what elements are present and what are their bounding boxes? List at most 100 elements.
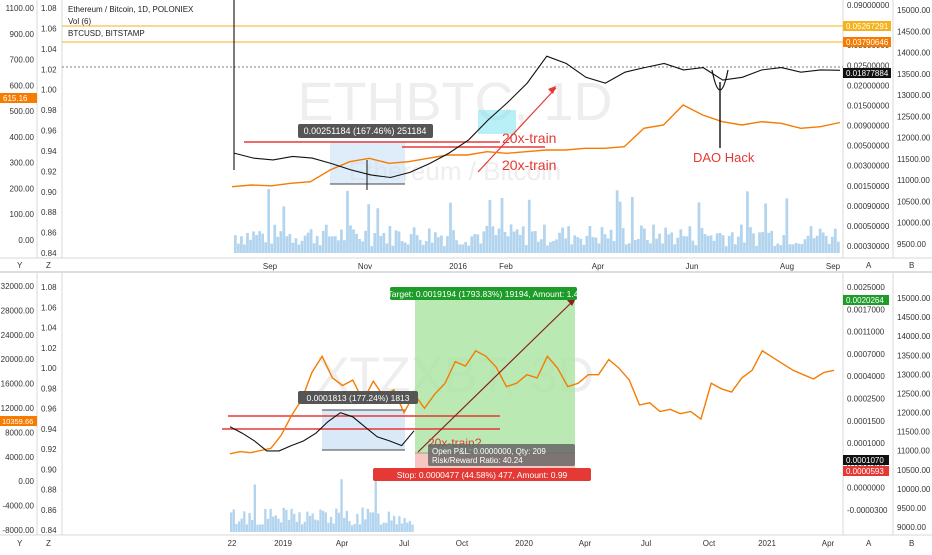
btc-price-tag — [0, 93, 37, 103]
volume-bar — [391, 245, 395, 253]
b-axis-button[interactable]: B — [909, 261, 914, 270]
left-ratio-tick: 0.84 — [41, 249, 57, 258]
volume-bar — [733, 244, 737, 253]
level-tag-1 — [843, 21, 891, 31]
volume-bar-2 — [358, 524, 362, 532]
left-btc-tick: 400.00 — [10, 133, 35, 142]
watermark-ethbtc: ETHBTC, 1D — [297, 72, 612, 132]
volume-bar — [258, 231, 261, 253]
panel-ethbtc: ETHBTC, 1D Ethereum / Bitcoin 0.00251184… — [0, 0, 932, 273]
right-price-tick: 0.09000000 — [847, 1, 890, 10]
volume-bar-2 — [253, 484, 256, 532]
time-2-tick: Apr — [579, 539, 592, 548]
volume-bar-2 — [371, 512, 375, 532]
volume-bar-2 — [392, 515, 396, 532]
pnl-text: Open P&L: 0.0000000, Qty: 209 — [432, 447, 546, 456]
volume-bar — [418, 239, 422, 253]
volume-bar-2 — [243, 511, 246, 532]
volume-bar — [267, 189, 271, 253]
z-axis-button-2[interactable]: Z — [46, 539, 51, 548]
rr-text: Risk/Reward Ratio: 40.24 — [432, 456, 523, 465]
volume-bar — [721, 235, 725, 253]
volume-bar — [294, 238, 298, 253]
volume-bar — [685, 236, 689, 253]
volume-bar — [237, 243, 240, 253]
volume-bar — [346, 190, 349, 253]
volume-bar — [349, 225, 352, 253]
volume-bar — [415, 235, 419, 253]
time-2-tick: Apr — [822, 539, 835, 548]
right-btc-2-tick: 9500.00 — [897, 504, 926, 513]
left-btc-2-tick: 28000.00 — [1, 306, 35, 315]
trend-arrow — [477, 87, 557, 173]
time-2-tick: Jul — [641, 539, 651, 548]
right-price-axis: 0.090000000.060000000.030000000.02500000… — [847, 1, 890, 251]
volume-bar-2 — [322, 510, 325, 532]
y-axis-button-2[interactable]: Y — [17, 539, 23, 548]
left-btc-tick: 300.00 — [10, 159, 35, 168]
left-btc-tick: 200.00 — [10, 184, 35, 193]
volume-bar — [291, 242, 295, 253]
volume-bar — [406, 244, 410, 253]
xtzxbt-price-line — [229, 412, 415, 452]
volume-bar — [618, 201, 622, 253]
volume-bar — [261, 233, 264, 253]
volume-bar-2 — [261, 524, 264, 532]
level-tag-2-text: 0.03790646 — [846, 38, 889, 47]
target-label-bg — [390, 287, 577, 300]
volume-bar — [612, 241, 616, 253]
volume-bar-2 — [300, 524, 304, 532]
left-btc-axis: 1100.00 900.00 700.00 600.00 500.00 400.00 300… — [6, 4, 35, 245]
left-ratio-tick: 0.90 — [41, 188, 57, 197]
volume-bar-2 — [279, 522, 283, 532]
volume-bar — [327, 236, 331, 253]
volume-bar — [573, 235, 577, 253]
volume-bar — [836, 241, 840, 253]
right-price-tick: 0.02000000 — [847, 81, 890, 90]
volume-bar-2 — [314, 519, 317, 532]
volume-bar — [776, 243, 780, 253]
volume-bar — [543, 224, 546, 253]
left-ratio-axis: 1.08 1.06 1.04 1.02 1.00 0.98 0.96 0.94 0.92 0.90… — [41, 4, 57, 258]
volume-bar — [315, 236, 319, 253]
volume-bar — [518, 234, 522, 253]
right-price-2-tick: 0.0011000 — [847, 328, 885, 337]
y-axis-button[interactable]: Y — [17, 261, 23, 270]
volume-bar-2 — [398, 516, 401, 532]
volume-bar — [412, 227, 416, 253]
left-ratio-tick: 0.88 — [41, 208, 57, 217]
a-axis-button-2[interactable]: A — [866, 539, 872, 548]
volume-bar — [700, 227, 704, 253]
left-btc-axis-2: 32000.00 28000.00 24000.00 20000.00 16000.00… — [1, 282, 35, 535]
volume-bar — [740, 224, 743, 253]
right-price-tick: 0.02500000 — [847, 61, 890, 70]
volume-bar — [512, 231, 516, 253]
volume-bar-2 — [390, 520, 393, 532]
volume-bar — [824, 235, 828, 253]
b-axis-button-2[interactable]: B — [909, 539, 914, 548]
volume-bar — [736, 236, 740, 253]
train-label-2: 20x-train — [502, 157, 556, 173]
volume-bar — [655, 238, 658, 253]
volume-bar-2 — [395, 524, 398, 532]
volume-bar — [682, 236, 686, 253]
volume-bar — [497, 228, 501, 253]
volume-bar — [564, 238, 567, 253]
right-price-2-tick: 0.0000300 — [847, 461, 885, 470]
volume-bar — [803, 239, 807, 253]
right-btc-tick: 15000.00 — [897, 6, 931, 15]
volume-bar-2 — [316, 520, 320, 532]
z-axis-button[interactable]: Z — [46, 261, 51, 270]
a-axis-button[interactable]: A — [866, 261, 872, 270]
volume-bar — [785, 198, 789, 253]
right-price-tick: 0.00300000 — [847, 162, 890, 171]
left-btc-tick: 0.00 — [18, 236, 34, 245]
volume-bar — [703, 234, 707, 253]
volume-bar — [627, 243, 631, 253]
volume-bar-2 — [400, 523, 404, 532]
target-label: Target: 0.0019194 (1793.83%) 19194, Amou… — [388, 289, 579, 299]
volume-bar — [249, 239, 252, 253]
volume-bar — [546, 245, 549, 253]
measure-label-bg-2 — [298, 391, 418, 404]
